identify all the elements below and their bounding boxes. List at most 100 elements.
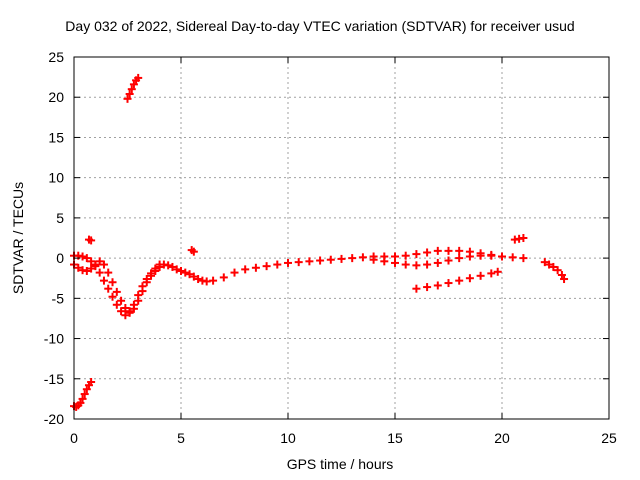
y-tick-label: 25 — [48, 49, 64, 65]
data-point — [455, 246, 464, 255]
data-point — [87, 257, 96, 266]
data-point — [108, 292, 117, 301]
data-point — [129, 304, 138, 313]
data-points — [70, 73, 569, 411]
data-point — [326, 255, 335, 264]
data-point — [391, 258, 399, 267]
y-tick-label: 5 — [56, 210, 64, 226]
data-point — [423, 283, 432, 292]
data-point — [219, 273, 228, 282]
data-point — [125, 90, 134, 99]
data-point — [127, 85, 136, 94]
data-point — [209, 276, 218, 285]
data-point — [151, 266, 160, 275]
y-tick-label: -20 — [44, 411, 64, 427]
y-tick-label: 20 — [48, 89, 64, 105]
data-point — [134, 73, 143, 82]
data-point — [181, 268, 190, 277]
data-point — [423, 248, 432, 257]
data-point — [99, 260, 108, 269]
data-point — [444, 246, 453, 255]
data-point — [95, 257, 104, 266]
data-point — [545, 260, 554, 269]
data-point — [164, 261, 173, 270]
data-point — [401, 251, 410, 260]
data-point — [294, 258, 303, 267]
data-point — [476, 251, 485, 260]
data-point — [138, 287, 147, 296]
x-tick-label: 0 — [70, 430, 78, 446]
data-point — [241, 265, 250, 274]
chart-title: Day 032 of 2022, Sidereal Day-to-day VTE… — [65, 18, 575, 34]
data-point — [316, 256, 325, 265]
data-point — [519, 254, 528, 263]
data-point — [177, 266, 185, 275]
data-point — [155, 262, 164, 271]
data-point — [117, 307, 126, 316]
x-tick-label: 10 — [280, 430, 296, 446]
data-point — [172, 265, 181, 274]
data-point — [369, 255, 378, 264]
data-point — [185, 270, 194, 279]
data-point — [553, 266, 562, 275]
data-point — [444, 279, 453, 288]
data-point — [121, 303, 130, 312]
data-point — [123, 94, 132, 103]
y-axis-label: SDTVAR / TECUs — [10, 181, 26, 295]
x-tick-label: 25 — [601, 430, 617, 446]
data-point — [433, 281, 442, 290]
data-point — [121, 311, 130, 320]
data-point — [189, 272, 198, 281]
data-point — [78, 252, 87, 261]
data-point — [284, 258, 292, 267]
x-axis-label: GPS time / hours — [286, 456, 394, 472]
data-point — [76, 398, 85, 407]
data-point — [108, 278, 117, 287]
data-point — [78, 394, 87, 403]
x-axis-ticks: 0 5 10 15 20 25 — [70, 57, 617, 446]
data-point — [87, 264, 96, 273]
data-point — [412, 284, 421, 293]
y-tick-label: 15 — [48, 129, 64, 145]
data-point — [91, 260, 100, 269]
data-point — [455, 276, 464, 285]
data-point — [305, 257, 314, 266]
data-point — [487, 251, 496, 260]
data-point — [380, 257, 389, 266]
data-point — [444, 256, 453, 265]
data-point — [99, 276, 108, 285]
data-point — [549, 262, 558, 271]
data-point — [74, 263, 83, 272]
data-point — [412, 250, 421, 259]
data-point — [147, 271, 156, 280]
y-tick-label: 10 — [48, 170, 64, 186]
data-point — [142, 278, 151, 287]
data-point — [455, 254, 464, 263]
data-point — [433, 258, 442, 267]
data-point — [230, 268, 239, 277]
data-point — [95, 268, 104, 277]
data-point — [358, 253, 367, 262]
data-point — [498, 252, 506, 261]
data-point — [348, 254, 357, 263]
data-point — [401, 260, 410, 269]
data-point — [251, 263, 260, 272]
y-tick-label: 0 — [56, 250, 64, 266]
data-point — [168, 262, 177, 271]
data-point — [433, 246, 442, 255]
data-point — [125, 307, 134, 316]
plot-border — [73, 56, 610, 420]
data-point — [560, 275, 569, 284]
data-point — [465, 274, 474, 283]
data-point — [112, 300, 121, 309]
data-point — [112, 287, 121, 296]
data-point — [493, 267, 502, 276]
data-point — [540, 258, 549, 267]
y-tick-label: -15 — [44, 371, 64, 387]
data-point — [87, 377, 96, 386]
data-point — [80, 390, 89, 399]
data-point — [134, 296, 143, 305]
x-tick-label: 5 — [177, 430, 185, 446]
data-point — [104, 268, 113, 277]
data-point — [273, 260, 282, 269]
